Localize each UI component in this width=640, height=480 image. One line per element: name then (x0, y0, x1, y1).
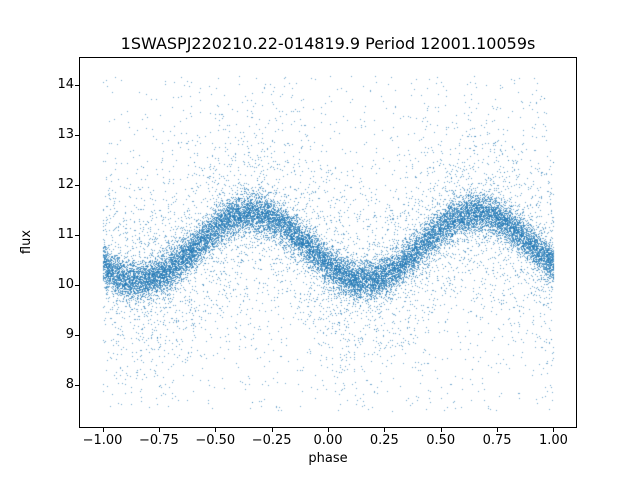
y-tick-label: 14 (57, 77, 74, 93)
chart-title: 1SWASPJ220210.22-014819.9 Period 12001.1… (120, 34, 536, 53)
x-tick-mark (441, 428, 442, 432)
x-tick-label: −1.00 (82, 433, 123, 448)
y-tick-label: 10 (57, 277, 74, 293)
x-tick-mark (103, 428, 104, 432)
x-tick-label: −0.50 (195, 433, 236, 448)
scatter-points-canvas (80, 58, 576, 428)
x-tick-mark (159, 428, 160, 432)
y-tick-mark (75, 85, 79, 86)
x-axis-label: phase (308, 451, 348, 466)
y-axis-label-text: flux (19, 229, 34, 255)
x-tick-mark (553, 428, 554, 432)
x-tick-label: 1.00 (538, 433, 568, 448)
y-tick-label: 12 (57, 177, 74, 193)
y-tick-label: 11 (57, 227, 74, 243)
y-tick-mark (75, 135, 79, 136)
y-tick-label: 9 (65, 327, 74, 343)
y-tick-mark (75, 285, 79, 286)
x-tick-mark (328, 428, 329, 432)
x-tick-label: 0.25 (369, 433, 399, 448)
x-tick-label: 0.75 (482, 433, 512, 448)
x-tick-label: 0.00 (313, 433, 343, 448)
y-tick-mark (75, 385, 79, 386)
x-tick-label: −0.25 (251, 433, 292, 448)
y-tick-label: 8 (65, 377, 74, 393)
x-tick-label: 0.50 (426, 433, 456, 448)
y-tick-mark (75, 185, 79, 186)
x-tick-mark (497, 428, 498, 432)
x-tick-mark (384, 428, 385, 432)
y-tick-mark (75, 335, 79, 336)
x-tick-mark (215, 428, 216, 432)
x-tick-mark (272, 428, 273, 432)
x-tick-label: −0.75 (138, 433, 179, 448)
y-tick-label: 13 (57, 127, 74, 143)
y-tick-mark (75, 235, 79, 236)
